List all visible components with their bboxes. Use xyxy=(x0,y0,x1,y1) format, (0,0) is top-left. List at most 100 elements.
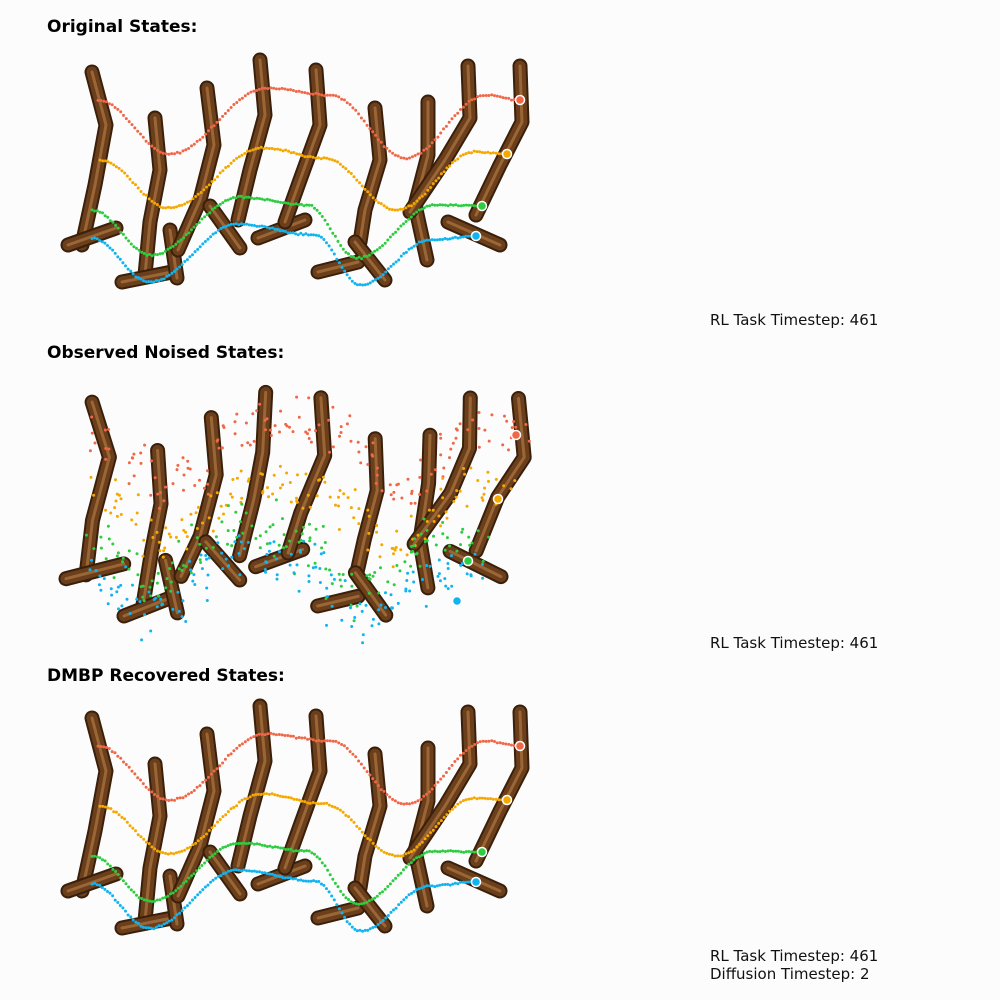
trajectory-point xyxy=(291,877,295,881)
trajectory-point xyxy=(472,850,476,854)
trajectory-point xyxy=(180,849,184,853)
trajectory-point xyxy=(322,238,326,241)
trajectory-point xyxy=(320,215,324,218)
trajectory-point xyxy=(400,496,404,500)
trajectory-point xyxy=(221,815,225,819)
trajectory-point xyxy=(317,423,321,427)
trajectory-point xyxy=(441,203,445,207)
trajectory-point xyxy=(377,846,381,850)
trajectory-point xyxy=(164,798,168,802)
trajectory-point xyxy=(410,155,414,159)
trajectory-point xyxy=(153,146,157,150)
trajectory-point xyxy=(423,885,426,889)
trajectory-point xyxy=(443,548,447,552)
trajectory-point xyxy=(107,747,111,750)
trajectory-point xyxy=(335,257,339,261)
trajectory-point xyxy=(415,210,419,214)
trajectory-point xyxy=(384,591,387,595)
trajectory-point xyxy=(314,565,318,569)
trajectory-point xyxy=(295,395,299,399)
trajectory-point xyxy=(112,810,116,814)
trajectory-point xyxy=(381,244,384,248)
trajectory-point xyxy=(190,228,193,232)
trajectory-point xyxy=(308,428,311,432)
trajectory-point xyxy=(206,469,209,473)
trajectory-point xyxy=(386,267,390,271)
trajectory-point xyxy=(263,568,267,571)
trajectory-point xyxy=(254,147,258,151)
trajectory-point xyxy=(173,916,176,920)
trajectory-point xyxy=(306,432,309,436)
trajectory-point xyxy=(299,231,303,235)
trajectory-point xyxy=(411,570,415,574)
trajectory-point xyxy=(404,865,408,869)
trajectory-point xyxy=(281,876,285,879)
trajectory-point xyxy=(183,202,187,206)
trajectory-point xyxy=(106,244,109,247)
trajectory-point xyxy=(289,796,293,800)
trajectory-point xyxy=(206,492,210,496)
trajectory-point xyxy=(425,489,429,493)
trajectory-point xyxy=(433,849,437,853)
trajectory-point xyxy=(365,123,369,127)
walker-limb-highlight xyxy=(256,218,307,240)
trajectory-point xyxy=(144,280,148,284)
trajectory-point xyxy=(97,583,101,587)
trajectory-point xyxy=(353,488,357,492)
trajectory-point xyxy=(376,923,380,926)
trajectory-point xyxy=(218,847,222,851)
trajectory-point xyxy=(483,796,487,800)
trajectory-point xyxy=(203,215,207,219)
trajectory-point xyxy=(249,90,253,94)
trajectory-point xyxy=(487,535,491,539)
trajectory-point xyxy=(113,751,117,755)
trajectory-point xyxy=(464,850,468,854)
trajectory-point xyxy=(396,482,400,486)
trajectory-point xyxy=(487,439,491,443)
trajectory-point xyxy=(121,906,125,910)
trajectory-point xyxy=(328,450,331,454)
trajectory-point xyxy=(196,893,200,897)
trajectory-point xyxy=(147,590,151,594)
trajectory-point xyxy=(153,476,157,480)
trajectory-point xyxy=(365,770,369,774)
trajectory-point xyxy=(425,520,429,523)
trajectory-point xyxy=(272,554,276,558)
trajectory-point xyxy=(260,224,264,228)
walker-limb-body xyxy=(470,393,530,557)
trajectory-point xyxy=(207,183,211,187)
trajectory-point xyxy=(260,732,264,736)
trajectory-point xyxy=(142,279,145,283)
trajectory-point xyxy=(124,565,128,569)
trajectory-point xyxy=(266,486,269,490)
trajectory-point xyxy=(425,528,429,532)
trajectory-point xyxy=(424,604,428,608)
trajectory-point xyxy=(371,441,375,445)
trajectory-point xyxy=(373,571,377,574)
green-trajectory xyxy=(90,841,488,906)
trajectory-point xyxy=(125,820,129,824)
trajectory-point xyxy=(453,159,457,163)
trajectory-point xyxy=(318,567,322,570)
trajectory-point xyxy=(231,478,235,481)
trajectory-point xyxy=(472,149,476,153)
trajectory-point xyxy=(359,461,363,465)
trajectory-point xyxy=(150,254,154,258)
walker-limb-highlight xyxy=(143,762,162,923)
trajectory-point xyxy=(444,584,448,588)
trajectory-point xyxy=(276,793,280,797)
trajectory-point xyxy=(405,802,409,806)
trajectory-point xyxy=(378,246,382,250)
trajectory-point xyxy=(481,559,485,563)
trajectory-point xyxy=(308,737,312,741)
trajectory-point xyxy=(330,248,334,252)
trajectory-point xyxy=(458,422,462,426)
trajectory-point xyxy=(315,855,319,859)
trajectory-point xyxy=(110,103,114,107)
trajectory-point xyxy=(255,870,259,874)
trajectory-point xyxy=(126,267,130,271)
trajectory-point xyxy=(128,177,132,181)
trajectory-point xyxy=(288,539,292,543)
trajectory-point xyxy=(386,914,390,917)
trajectory-point xyxy=(377,591,381,595)
